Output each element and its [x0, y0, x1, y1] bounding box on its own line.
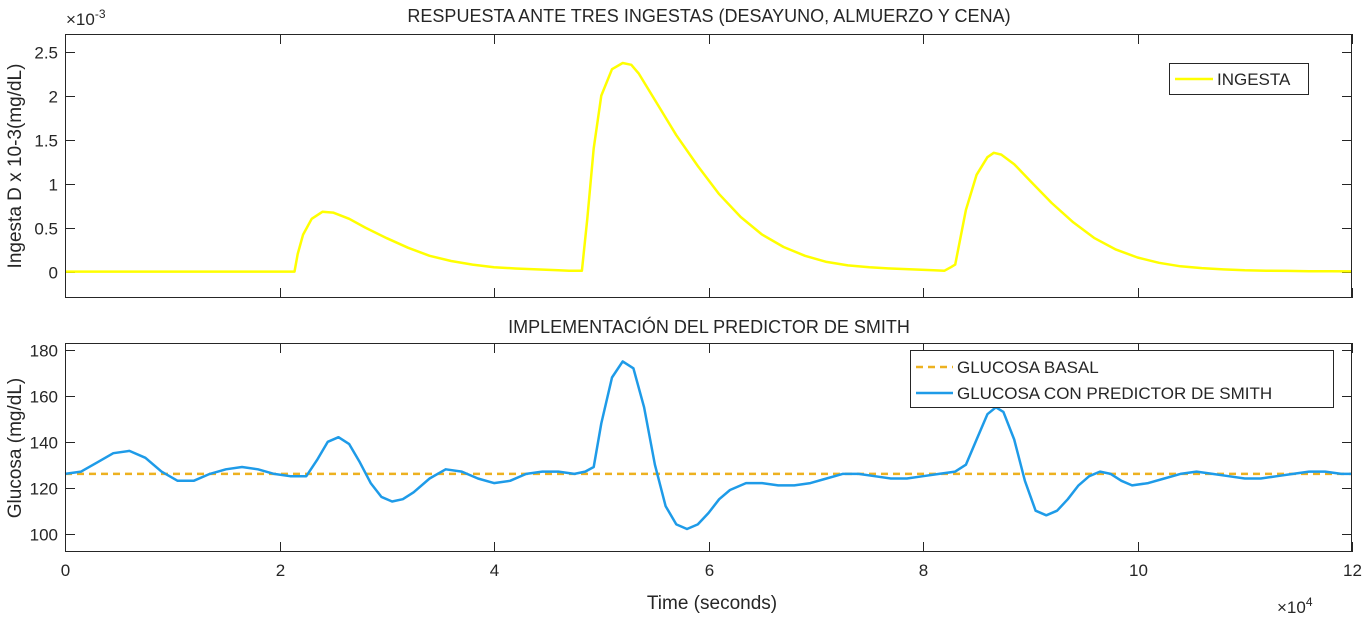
ingesta-legend: INGESTA	[1169, 63, 1309, 95]
ingesta-series	[65, 61, 1353, 273]
y-tick-label: 1	[49, 176, 58, 195]
ingesta-ticks: 0 0.5 1 1.5 2 2.5	[34, 34, 1353, 298]
glucosa-x-exponent-power: 4	[1306, 595, 1313, 609]
series-line-glucosa-con-predictor-de-smith	[64, 360, 1352, 531]
x-tick-label: 8	[919, 561, 928, 580]
ingesta-panel: RESPUESTA ANTE TRES INGESTAS (DESAYUNO, …	[5, 6, 1353, 298]
y-tick-label: 180	[30, 342, 58, 361]
glucosa-x-exponent: ×104	[1277, 595, 1313, 617]
y-tick-label: 1.5	[34, 132, 58, 151]
legend-label-ingesta: INGESTA	[1217, 70, 1291, 89]
glucosa-x-exponent-base: ×10	[1277, 598, 1306, 617]
ingesta-title: RESPUESTA ANTE TRES INGESTAS (DESAYUNO, …	[407, 6, 1010, 26]
glucosa-legend: GLUCOSA BASAL GLUCOSA CON PREDICTOR DE S…	[910, 350, 1334, 408]
ingesta-axes-box	[65, 34, 1352, 298]
glucosa-legend-box	[910, 350, 1334, 408]
ingesta-plot-area	[65, 34, 1352, 298]
ingesta-y-exponent: ×10-3	[66, 7, 106, 29]
glucosa-panel: IMPLEMENTACIÓN DEL PREDICTOR DE SMITH Gl…	[5, 316, 1362, 617]
legend-label-glucosa-smith: GLUCOSA CON PREDICTOR DE SMITH	[957, 384, 1272, 403]
x-tick-label: 0	[61, 561, 70, 580]
glucosa-title: IMPLEMENTACIÓN DEL PREDICTOR DE SMITH	[508, 316, 910, 337]
y-tick-label: 2.5	[34, 44, 58, 63]
x-tick-label: 2	[276, 561, 285, 580]
glucosa-x-axis-label: Time (seconds)	[647, 593, 777, 614]
legend-label-glucosa-basal: GLUCOSA BASAL	[957, 358, 1099, 377]
glucosa-y-axis-label: Glucosa (mg/dL)	[5, 378, 26, 518]
y-tick-label: 0.5	[34, 220, 58, 239]
y-tick-label: 100	[30, 526, 58, 545]
ingesta-y-exponent-base: ×10	[66, 10, 95, 29]
y-tick-label: 120	[30, 480, 58, 499]
ingesta-y-exponent-power: -3	[95, 7, 106, 21]
y-tick-label: 160	[30, 388, 58, 407]
glucosa-series	[64, 360, 1352, 531]
x-tick-label: 10	[1129, 561, 1148, 580]
x-tick-label: 12	[1343, 561, 1362, 580]
x-tick-label: 6	[705, 561, 714, 580]
y-tick-label: 0	[49, 264, 58, 283]
ingesta-y-axis-label: Ingesta D x 10-3(mg/dL)	[5, 64, 26, 269]
series-line-ingesta	[65, 61, 1353, 273]
glucosa-axes-box	[65, 343, 1352, 552]
y-tick-label: 140	[30, 434, 58, 453]
y-tick-label: 2	[49, 88, 58, 107]
x-tick-label: 4	[490, 561, 499, 580]
